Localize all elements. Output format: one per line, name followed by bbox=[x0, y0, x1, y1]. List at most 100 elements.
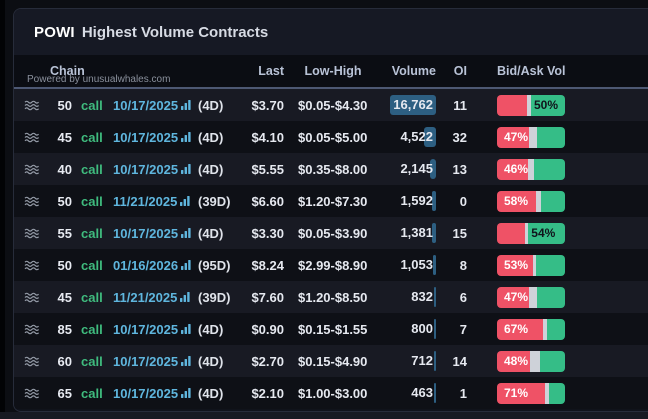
bid-ask-vol-cell: 67% bbox=[482, 318, 602, 340]
volume-value: 832 bbox=[411, 289, 433, 304]
expiry-date-cell[interactable]: 10/17/2025 bbox=[106, 322, 194, 337]
contract-row[interactable]: 40 call 10/17/2025 (4D) $5.55 $0.35-$8.0… bbox=[14, 153, 648, 185]
column-header-low-high[interactable]: Low-High bbox=[304, 64, 362, 78]
expiry-date: 10/17/2025 bbox=[113, 97, 179, 113]
neutral-segment bbox=[542, 318, 547, 340]
ask-segment bbox=[537, 126, 565, 148]
option-side: call bbox=[81, 289, 103, 305]
expiry-date: 01/16/2026 bbox=[113, 257, 179, 273]
bid-ask-ratio-bar: 46% bbox=[497, 158, 565, 180]
volume-value: 800 bbox=[411, 321, 433, 336]
bid-ask-vol-cell: 48% bbox=[482, 350, 602, 372]
volume-bar bbox=[434, 351, 436, 371]
waves-icon[interactable] bbox=[14, 131, 48, 144]
waves-icon[interactable] bbox=[14, 227, 48, 240]
last-price: $5.55 bbox=[251, 161, 284, 177]
column-header-volume[interactable]: Volume bbox=[391, 64, 436, 78]
expiry-date-cell[interactable]: 10/17/2025 bbox=[106, 386, 194, 401]
expiry-date-cell[interactable]: 01/16/2026 bbox=[106, 258, 194, 273]
mini-chart-icon[interactable] bbox=[181, 322, 191, 337]
waves-icon[interactable] bbox=[14, 195, 48, 208]
contract-row[interactable]: 45 call 10/17/2025 (4D) $4.10 $0.05-$5.0… bbox=[14, 121, 648, 153]
strike-price: 60 bbox=[57, 353, 72, 369]
mini-chart-icon[interactable] bbox=[180, 194, 190, 209]
neutral-segment bbox=[536, 190, 542, 212]
volume-bar bbox=[433, 255, 436, 275]
waves-icon[interactable] bbox=[14, 355, 48, 368]
bid-segment: 67% bbox=[497, 318, 543, 340]
mini-chart-icon[interactable] bbox=[180, 290, 190, 305]
expiry-date-cell[interactable]: 11/21/2025 bbox=[106, 290, 194, 305]
expiry-date-cell[interactable]: 10/17/2025 bbox=[106, 162, 194, 177]
ticker-symbol: POWI bbox=[34, 23, 75, 41]
expiry-date-cell[interactable]: 11/21/2025 bbox=[106, 194, 194, 209]
contract-row[interactable]: 50 call 11/21/2025 (39D) $6.60 $1.20-$7.… bbox=[14, 185, 648, 217]
ask-segment bbox=[539, 350, 565, 372]
bid-ask-label: 54% bbox=[531, 226, 556, 240]
bid-segment bbox=[497, 222, 525, 244]
expiry-date-cell[interactable]: 10/17/2025 bbox=[106, 354, 194, 369]
neutral-segment bbox=[545, 382, 550, 404]
option-side: call bbox=[81, 353, 103, 369]
option-side: call bbox=[81, 225, 103, 241]
mini-chart-icon[interactable] bbox=[181, 98, 191, 113]
volume-bar bbox=[424, 127, 436, 147]
contract-row[interactable]: 65 call 10/17/2025 (4D) $2.10 $1.00-$3.0… bbox=[14, 377, 648, 409]
days-to-expiry: (39D) bbox=[198, 289, 231, 305]
low-high-range: $0.05-$4.30 bbox=[298, 97, 368, 113]
neutral-segment bbox=[528, 126, 538, 148]
strike-price: 85 bbox=[57, 321, 72, 337]
waves-icon[interactable] bbox=[14, 99, 48, 112]
strike-price: 50 bbox=[57, 193, 72, 209]
volume-cell: 832 bbox=[372, 281, 436, 313]
mini-chart-icon[interactable] bbox=[181, 130, 191, 145]
open-interest-value: 7 bbox=[459, 321, 467, 337]
contract-row[interactable]: 50 call 01/16/2026 (95D) $8.24 $2.99-$8.… bbox=[14, 249, 648, 281]
low-high-range: $1.00-$3.00 bbox=[298, 385, 368, 401]
bid-ask-label: 71% bbox=[504, 386, 529, 400]
volume-bar bbox=[432, 191, 436, 211]
volume-cell: 1,381 bbox=[372, 217, 436, 249]
ask-segment bbox=[541, 190, 565, 212]
option-side: call bbox=[81, 321, 103, 337]
waves-icon[interactable] bbox=[14, 291, 48, 304]
bid-ask-label: 47% bbox=[504, 130, 529, 144]
mini-chart-icon[interactable] bbox=[181, 162, 191, 177]
contract-row[interactable]: 55 call 10/17/2025 (4D) $3.30 $0.05-$3.9… bbox=[14, 217, 648, 249]
bid-ask-ratio-bar: 54% bbox=[497, 222, 565, 244]
column-header-chain[interactable]: Chain bbox=[50, 64, 85, 78]
mini-chart-icon[interactable] bbox=[181, 354, 191, 369]
low-high-range: $1.20-$8.50 bbox=[298, 289, 368, 305]
mini-chart-icon[interactable] bbox=[181, 258, 191, 273]
expiry-date-cell[interactable]: 10/17/2025 bbox=[106, 98, 194, 113]
mini-chart-icon[interactable] bbox=[181, 386, 191, 401]
volume-value: 463 bbox=[411, 385, 433, 400]
column-header-bid-ask-vol[interactable]: Bid/Ask Vol bbox=[497, 64, 566, 78]
days-to-expiry: (4D) bbox=[198, 321, 224, 337]
days-to-expiry: (4D) bbox=[198, 161, 224, 177]
days-to-expiry: (4D) bbox=[198, 225, 224, 241]
bid-segment: 47% bbox=[497, 286, 529, 308]
open-interest-value: 6 bbox=[459, 289, 467, 305]
contract-row[interactable]: 50 call 10/17/2025 (4D) $3.70 $0.05-$4.3… bbox=[14, 89, 648, 121]
waves-icon[interactable] bbox=[14, 323, 48, 336]
ask-segment bbox=[549, 382, 565, 404]
column-header-last[interactable]: Last bbox=[258, 64, 284, 78]
expiry-date: 10/17/2025 bbox=[113, 129, 179, 145]
waves-icon[interactable] bbox=[14, 163, 48, 176]
neutral-segment bbox=[528, 158, 534, 180]
expiry-date-cell[interactable]: 10/17/2025 bbox=[106, 226, 194, 241]
bid-ask-label: 67% bbox=[504, 322, 529, 336]
mini-chart-icon[interactable] bbox=[181, 226, 191, 241]
waves-icon[interactable] bbox=[14, 387, 48, 400]
expiry-date-cell[interactable]: 10/17/2025 bbox=[106, 130, 194, 145]
column-header-oi[interactable]: OI bbox=[453, 64, 467, 78]
waves-icon[interactable] bbox=[14, 259, 48, 272]
bid-segment: 53% bbox=[497, 254, 534, 276]
contract-row[interactable]: 85 call 10/17/2025 (4D) $0.90 $0.15-$1.5… bbox=[14, 313, 648, 345]
volume-bar bbox=[434, 383, 436, 403]
contract-row[interactable]: 60 call 10/17/2025 (4D) $2.70 $0.15-$4.9… bbox=[14, 345, 648, 377]
panel-title-bar: POWI Highest Volume Contracts bbox=[14, 9, 648, 55]
bid-ask-vol-cell: 53% bbox=[482, 254, 602, 276]
contract-row[interactable]: 45 call 11/21/2025 (39D) $7.60 $1.20-$8.… bbox=[14, 281, 648, 313]
